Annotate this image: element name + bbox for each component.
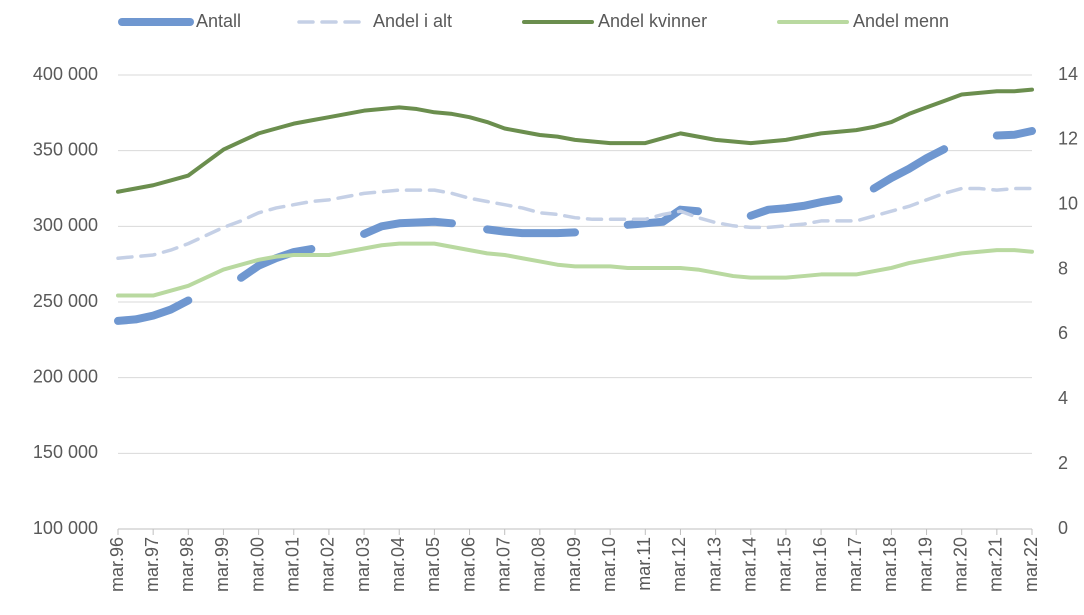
series-line bbox=[114, 296, 193, 325]
y-tick-label: 350 000 bbox=[33, 139, 98, 159]
x-tick-label: mar.96 bbox=[107, 537, 127, 592]
x-tick-label: mar.11 bbox=[634, 537, 654, 591]
series-line bbox=[992, 126, 1036, 140]
y2-tick-label: 2 bbox=[1058, 453, 1068, 473]
y2-tick-label: 14 bbox=[1058, 64, 1078, 84]
x-tick-label: mar.97 bbox=[142, 537, 162, 592]
y-tick-label: 400 000 bbox=[33, 64, 98, 84]
series-line bbox=[116, 186, 1034, 260]
x-tick-label: mar.02 bbox=[318, 537, 338, 592]
legend-label: Andel kvinner bbox=[598, 11, 707, 31]
x-tick-label: mar.01 bbox=[283, 537, 303, 592]
y2-tick-label: 10 bbox=[1058, 193, 1078, 213]
series-line bbox=[116, 87, 1034, 194]
x-tick-label: mar.09 bbox=[564, 537, 584, 592]
series-line bbox=[746, 195, 843, 220]
x-tick-label: mar.03 bbox=[353, 537, 373, 592]
series-line bbox=[116, 241, 1034, 298]
x-tick-label: mar.06 bbox=[458, 537, 478, 592]
x-tick-label: mar.08 bbox=[529, 537, 549, 592]
x-tick-label: mar.12 bbox=[669, 537, 689, 592]
legend-label: Antall bbox=[196, 11, 241, 31]
x-tick-label: mar.04 bbox=[388, 537, 408, 592]
x-tick-label: mar.17 bbox=[845, 537, 865, 592]
y2-tick-label: 12 bbox=[1058, 129, 1078, 149]
x-tick-label: mar.05 bbox=[423, 537, 443, 592]
x-tick-label: mar.14 bbox=[740, 537, 760, 592]
legend-label: Andel i alt bbox=[373, 11, 452, 31]
series-line bbox=[360, 217, 456, 238]
y2-tick-label: 0 bbox=[1058, 518, 1068, 538]
legend-label: Andel menn bbox=[853, 11, 949, 31]
x-tick-label: mar.10 bbox=[599, 537, 619, 592]
y-tick-label: 200 000 bbox=[33, 366, 98, 386]
x-tick-label: mar.98 bbox=[177, 537, 197, 592]
x-tick-label: mar.21 bbox=[986, 537, 1006, 592]
x-tick-label: mar.00 bbox=[247, 537, 267, 592]
y-tick-label: 100 000 bbox=[33, 518, 98, 538]
y-tick-label: 300 000 bbox=[33, 215, 98, 235]
x-tick-label: mar.19 bbox=[915, 537, 935, 592]
x-tick-label: mar.15 bbox=[775, 537, 795, 592]
x-tick-label: mar.13 bbox=[704, 537, 724, 592]
x-tick-label: mar.22 bbox=[1021, 537, 1041, 592]
series-line bbox=[623, 205, 703, 229]
x-tick-label: mar.20 bbox=[950, 537, 970, 592]
x-tick-label: mar.99 bbox=[212, 537, 232, 592]
y2-tick-label: 6 bbox=[1058, 323, 1068, 343]
x-tick-label: mar.18 bbox=[880, 537, 900, 592]
series-line bbox=[869, 145, 949, 193]
y-tick-label: 150 000 bbox=[33, 442, 98, 462]
series-line bbox=[483, 225, 579, 238]
y2-tick-label: 8 bbox=[1058, 258, 1068, 278]
x-tick-label: mar.16 bbox=[810, 537, 830, 592]
y-tick-label: 250 000 bbox=[33, 291, 98, 311]
y2-tick-label: 4 bbox=[1058, 388, 1068, 408]
x-tick-label: mar.07 bbox=[493, 537, 513, 592]
